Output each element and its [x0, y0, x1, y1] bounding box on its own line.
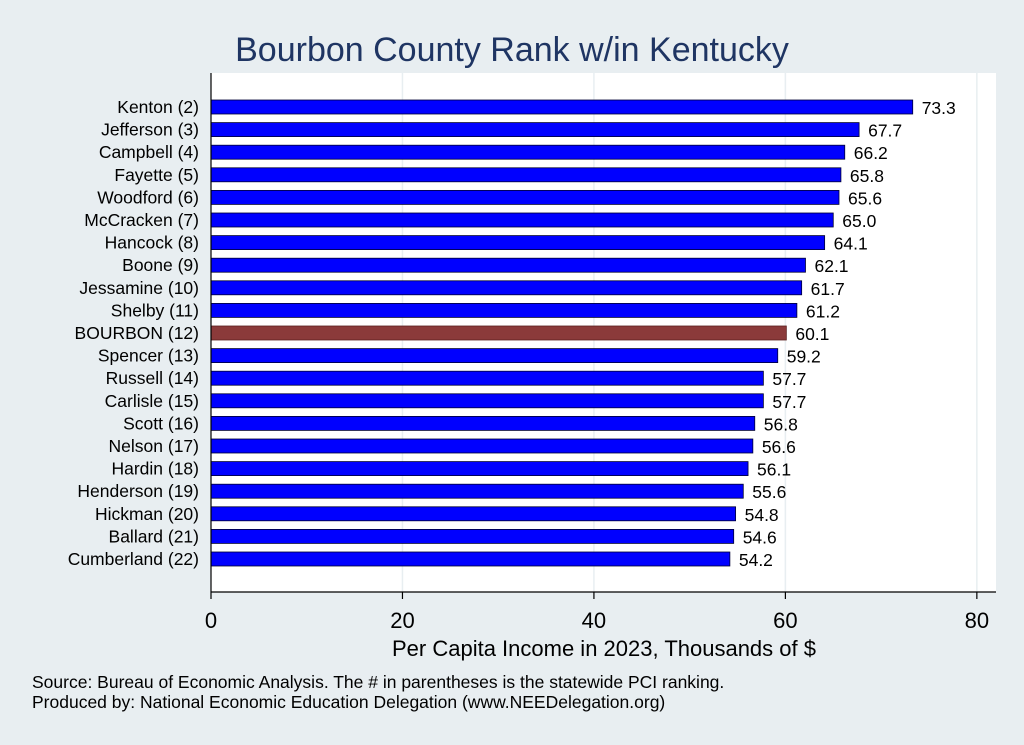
bar-10	[210, 325, 787, 341]
value-label-4: 65.6	[848, 188, 882, 208]
source-note: Source: Bureau of Economic Analysis. The…	[32, 672, 725, 692]
bar-14	[210, 415, 756, 431]
category-label-3: Fayette (5)	[114, 165, 199, 185]
category-label-15: Nelson (17)	[109, 436, 199, 456]
category-label-8: Jessamine (10)	[79, 278, 199, 298]
bar-3	[210, 167, 842, 183]
bar-4	[210, 189, 840, 205]
bar-18	[210, 506, 737, 522]
bar-6	[210, 235, 826, 251]
value-label-11: 59.2	[787, 347, 821, 367]
bar-20	[210, 551, 731, 567]
category-label-17: Henderson (19)	[77, 481, 199, 501]
category-label-7: Boone (9)	[122, 255, 199, 275]
category-label-18: Hickman (20)	[95, 504, 199, 524]
value-label-10: 60.1	[795, 324, 829, 344]
producer-note: Produced by: National Economic Education…	[32, 692, 666, 712]
category-label-11: Spencer (13)	[98, 346, 199, 366]
x-tick-label-3: 60	[773, 608, 797, 633]
bar-17	[210, 483, 744, 499]
value-label-1: 67.7	[868, 121, 902, 141]
category-label-1: Jefferson (3)	[101, 120, 199, 140]
value-label-9: 61.2	[806, 301, 840, 321]
category-label-13: Carlisle (15)	[105, 391, 199, 411]
bars	[210, 99, 914, 567]
bar-2	[210, 144, 846, 160]
bar-15	[210, 438, 754, 454]
value-label-12: 57.7	[772, 369, 806, 389]
value-label-15: 56.6	[762, 437, 796, 457]
x-tick-label-0: 0	[205, 608, 217, 633]
category-label-6: Hancock (8)	[105, 233, 199, 253]
value-label-7: 62.1	[814, 256, 848, 276]
value-label-19: 54.6	[743, 527, 777, 547]
bar-16	[210, 461, 749, 477]
chart-title: Bourbon County Rank w/in Kentucky	[235, 31, 789, 69]
bar-0	[210, 99, 914, 115]
bar-9	[210, 302, 798, 318]
value-label-6: 64.1	[834, 234, 868, 254]
category-label-2: Campbell (4)	[99, 142, 199, 162]
x-tick-label-1: 20	[390, 608, 414, 633]
value-label-5: 65.0	[842, 211, 876, 231]
x-axis-title: Per Capita Income in 2023, Thousands of …	[392, 636, 816, 661]
bar-19	[210, 529, 735, 544]
category-label-5: McCracken (7)	[84, 210, 199, 230]
value-label-13: 57.7	[772, 392, 806, 412]
category-label-10: BOURBON (12)	[75, 323, 199, 343]
value-label-18: 54.8	[745, 505, 779, 525]
value-label-0: 73.3	[922, 98, 956, 118]
category-label-14: Scott (16)	[123, 413, 199, 433]
category-label-4: Woodford (6)	[97, 187, 199, 207]
value-label-20: 54.2	[739, 550, 773, 570]
bar-1	[210, 122, 860, 137]
bar-12	[210, 370, 764, 386]
value-label-16: 56.1	[757, 460, 791, 480]
value-label-3: 65.8	[850, 166, 884, 186]
category-label-20: Cumberland (22)	[68, 549, 199, 569]
x-tick-label-4: 80	[965, 608, 989, 633]
bar-5	[210, 212, 834, 228]
value-label-17: 55.6	[752, 482, 786, 502]
category-label-19: Ballard (21)	[109, 526, 199, 546]
bar-11	[210, 348, 779, 364]
bar-7	[210, 257, 806, 273]
value-label-2: 66.2	[854, 143, 888, 163]
bar-8	[210, 280, 803, 296]
axes: 0 20 40 60 80	[205, 73, 996, 633]
category-label-16: Hardin (18)	[111, 459, 199, 479]
category-labels: Kenton (2) Jefferson (3)Campbell (4) Fayet…	[68, 97, 199, 569]
value-label-8: 61.7	[811, 279, 845, 299]
category-label-12: Russell (14)	[106, 368, 199, 388]
value-labels: 73.3 67.766.2 65.865.6 65.0 64.162.1 61.761.2…	[739, 98, 956, 570]
x-tick-label-2: 40	[582, 608, 606, 633]
bar-13	[210, 393, 764, 409]
category-label-0: Kenton (2)	[117, 97, 199, 117]
category-label-9: Shelby (11)	[111, 300, 199, 320]
value-label-14: 56.8	[764, 414, 798, 434]
